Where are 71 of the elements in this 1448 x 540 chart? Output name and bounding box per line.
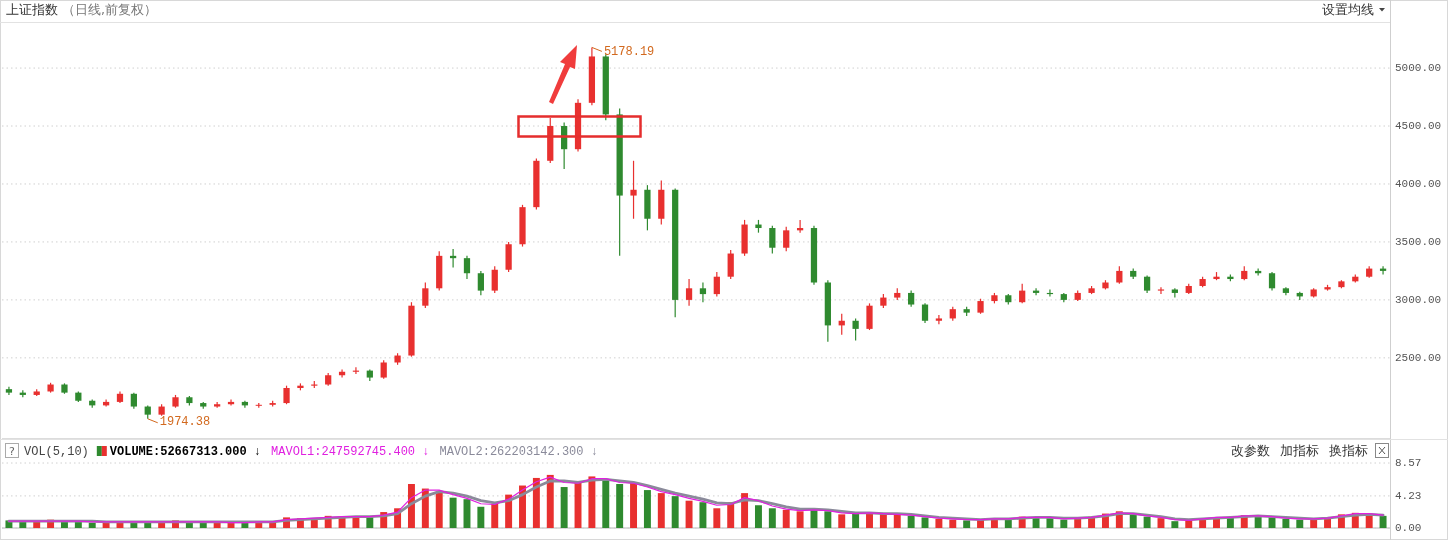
bar: [630, 482, 638, 528]
bar: [671, 496, 679, 528]
bar: [879, 513, 887, 528]
bar: [435, 491, 443, 528]
bar: [1254, 515, 1262, 528]
bar: [893, 514, 901, 528]
bar: [102, 522, 110, 528]
bar: [1379, 515, 1387, 528]
text: 换指标: [1329, 443, 1368, 458]
bar: [1296, 519, 1304, 528]
bar: [852, 513, 860, 528]
text: 加指标: [1280, 443, 1319, 458]
chart-subtitle: （日线,前复权）: [62, 2, 157, 17]
bar: [782, 509, 790, 528]
chart-title: 上证指数: [6, 2, 58, 17]
bar: [1171, 521, 1179, 528]
series-label: MAVOL2:262203142.300 ↓: [439, 445, 598, 459]
bar: [616, 484, 624, 528]
y-tick-label: 3500.00: [1395, 235, 1442, 248]
y-tick-label: 4500.00: [1395, 119, 1442, 132]
text: MAVOL1:247592745.400 ↓: [271, 445, 430, 459]
y-tick-label: 8.57: [1395, 456, 1422, 469]
y-tick-label: 2500.00: [1395, 351, 1442, 364]
bar: [907, 515, 915, 528]
legend-label: VOLUME:52667313.000 ↓: [109, 445, 262, 459]
text: 改参数: [1231, 443, 1270, 458]
extreme-note: 1974.38: [147, 414, 211, 429]
bar: [949, 519, 957, 528]
bar: [824, 511, 832, 528]
bar: [588, 476, 596, 528]
y-tick-label: 4.23: [1395, 489, 1422, 502]
bar: [768, 508, 776, 528]
bar: [477, 506, 485, 528]
bar: [1046, 518, 1054, 528]
y-tick-label: 3000.00: [1395, 293, 1442, 306]
bar: [88, 522, 96, 528]
bar: [935, 518, 943, 528]
bar: [754, 505, 762, 528]
bar: [657, 493, 665, 528]
bar: [1060, 519, 1068, 528]
bar: [866, 512, 873, 528]
bar: [685, 500, 693, 528]
bar: [1129, 514, 1137, 528]
bar: [699, 502, 707, 528]
y-tick-label: 0.00: [1395, 521, 1422, 534]
bar: [1282, 518, 1290, 528]
bar: [560, 487, 568, 528]
extreme-note: 5178.19: [591, 45, 655, 60]
bar: [366, 517, 374, 528]
bar: [213, 522, 221, 528]
annotation: 1974.38: [159, 414, 211, 429]
bar: [241, 522, 249, 528]
bar: [144, 522, 152, 528]
text: 设置均线: [1322, 2, 1374, 17]
y-tick-label: 5000.00: [1395, 61, 1442, 74]
bar: [643, 490, 651, 528]
chart-title: VOL(5,10): [24, 445, 89, 459]
bar: [796, 511, 804, 528]
bar: [546, 474, 554, 528]
y-tick-label: 4000.00: [1395, 177, 1442, 190]
bar: [449, 497, 457, 528]
help-button: ?: [5, 443, 19, 458]
bar: [963, 520, 971, 528]
bar: [838, 514, 846, 528]
bar: [602, 479, 610, 528]
bar: [491, 503, 499, 528]
bar: [1143, 516, 1151, 528]
annotation: 5178.19: [603, 45, 655, 60]
bar: [713, 508, 721, 528]
bar: [199, 522, 207, 528]
bar: [532, 477, 540, 528]
